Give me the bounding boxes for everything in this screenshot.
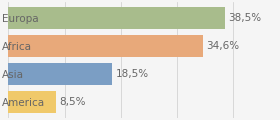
Bar (8, 63, 112, 85)
Bar (8, 35, 203, 57)
Bar (8, 91, 56, 113)
Bar (8, 7, 225, 29)
Text: 38,5%: 38,5% (228, 13, 261, 23)
Text: 34,6%: 34,6% (206, 41, 239, 51)
Text: 8,5%: 8,5% (60, 97, 86, 107)
Text: 18,5%: 18,5% (116, 69, 149, 79)
